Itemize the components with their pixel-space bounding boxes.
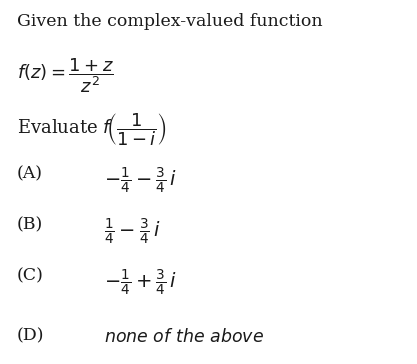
Text: $\frac{1}{4} - \frac{3}{4}\,i$: $\frac{1}{4} - \frac{3}{4}\,i$ (104, 217, 161, 247)
Text: Evaluate $f\!\left(\dfrac{1}{1-i}\right)$: Evaluate $f\!\left(\dfrac{1}{1-i}\right)… (17, 111, 167, 148)
Text: $-\frac{1}{4} + \frac{3}{4}\,i$: $-\frac{1}{4} + \frac{3}{4}\,i$ (104, 268, 177, 298)
Text: (B): (B) (17, 217, 43, 234)
Text: (D): (D) (17, 328, 44, 345)
Text: $f(z) = \dfrac{1 + z}{z^2}$: $f(z) = \dfrac{1 + z}{z^2}$ (17, 56, 114, 95)
Text: Given the complex-valued function: Given the complex-valued function (17, 13, 322, 30)
Text: (C): (C) (17, 268, 43, 285)
Text: $\mathit{none\ of\ the\ above}$: $\mathit{none\ of\ the\ above}$ (104, 328, 264, 345)
Text: (A): (A) (17, 166, 43, 183)
Text: $-\frac{1}{4} - \frac{3}{4}\,i$: $-\frac{1}{4} - \frac{3}{4}\,i$ (104, 166, 177, 196)
